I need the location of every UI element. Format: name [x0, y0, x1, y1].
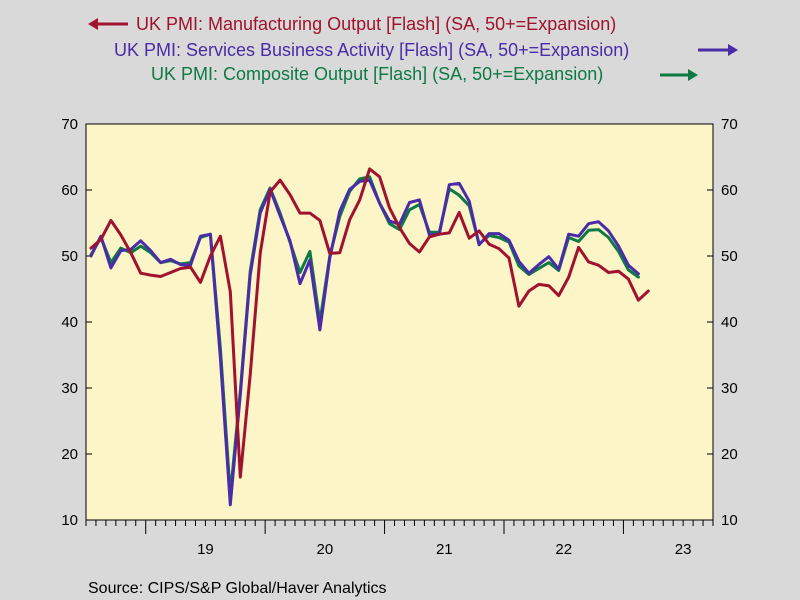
- y-tick-label-right: 40: [721, 314, 738, 331]
- source-note: Source: CIPS/S&P Global/Haver Analytics: [88, 580, 387, 597]
- x-axis: 19 20 21 22 23: [85, 520, 714, 558]
- y-tick-label-left: 30: [61, 380, 78, 397]
- legend-label-services: UK PMI: Services Business Activity [Flas…: [114, 40, 629, 60]
- y-tick-label-left: 50: [61, 248, 78, 265]
- x-tick-label: 19: [197, 541, 214, 558]
- legend-item-composite: UK PMI: Composite Output [Flash] (SA, 50…: [151, 64, 698, 84]
- legend: UK PMI: Manufacturing Output [Flash] (SA…: [88, 14, 738, 84]
- y-tick-label-left: 70: [61, 116, 78, 133]
- y-tick-label-left: 20: [61, 446, 78, 463]
- y-tick-label-right: 50: [721, 248, 738, 265]
- y-tick-label-left: 40: [61, 314, 78, 331]
- plot-area: [85, 123, 714, 521]
- arrow-left-icon: [88, 18, 98, 30]
- x-tick-label: 21: [436, 541, 453, 558]
- legend-label-composite: UK PMI: Composite Output [Flash] (SA, 50…: [151, 64, 603, 84]
- y-tick-label-right: 30: [721, 380, 738, 397]
- x-tick-label: 22: [555, 541, 572, 558]
- y-axis-left: 10 20 30 40 50 60 70: [61, 116, 92, 529]
- series-line-manufacturing: [89, 167, 650, 479]
- legend-item-services: UK PMI: Services Business Activity [Flas…: [114, 40, 738, 60]
- y-tick-label-right: 60: [721, 182, 738, 199]
- series-layer: [89, 167, 650, 507]
- y-tick-label-left: 10: [61, 512, 78, 529]
- x-tick-label: 23: [675, 541, 692, 558]
- y-tick-label-left: 60: [61, 182, 78, 199]
- y-tick-label-right: 70: [721, 116, 738, 133]
- arrow-right-icon: [688, 69, 698, 81]
- legend-item-manufacturing: UK PMI: Manufacturing Output [Flash] (SA…: [88, 14, 616, 34]
- arrow-right-icon: [728, 44, 738, 56]
- y-tick-label-right: 20: [721, 446, 738, 463]
- legend-label-manufacturing: UK PMI: Manufacturing Output [Flash] (SA…: [136, 14, 616, 34]
- y-axis-right: 10 20 30 40 50 60 70: [707, 116, 738, 529]
- y-tick-label-right: 10: [721, 512, 738, 529]
- x-tick-label: 20: [317, 541, 334, 558]
